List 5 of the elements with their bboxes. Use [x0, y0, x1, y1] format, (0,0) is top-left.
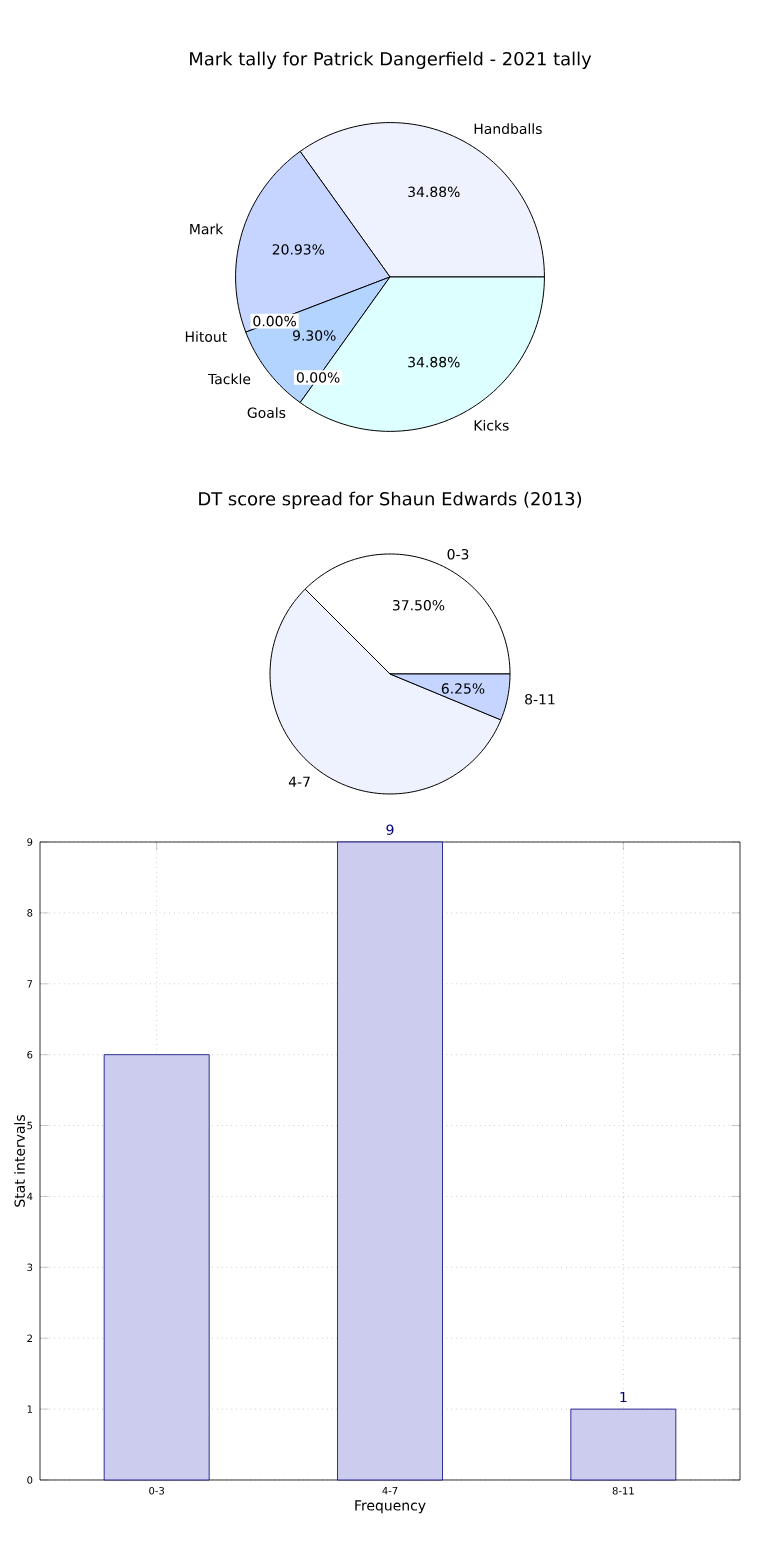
chart-title: Mark tally for Patrick Dangerfield - 2021 tally — [190, 51, 592, 69]
chart-title: DT score spread for Shaun Edwards (2013) — [199, 491, 582, 509]
bar — [570, 1408, 677, 1481]
bar — [103, 1054, 210, 1481]
bar — [337, 841, 443, 1481]
